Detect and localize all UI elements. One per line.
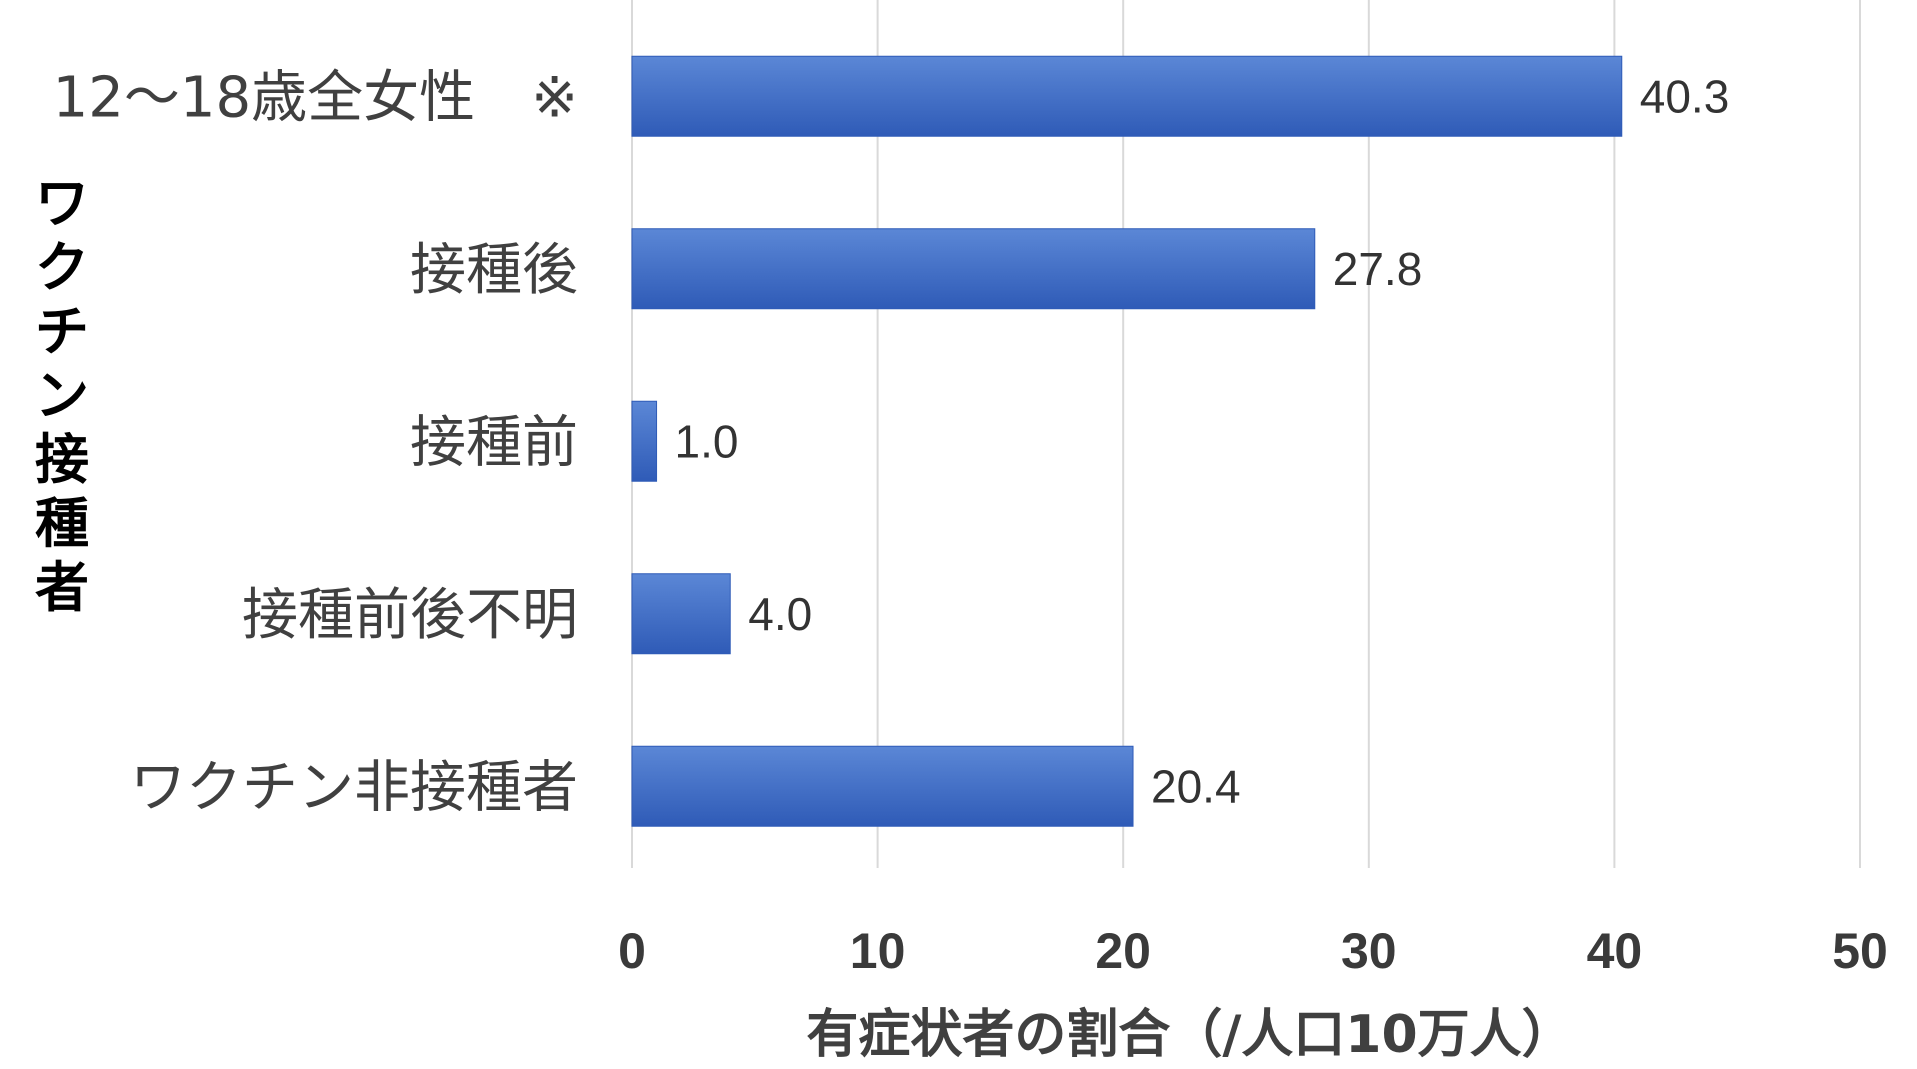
gridlines [631, 0, 1861, 868]
value-label-4: 20.4 [1151, 760, 1241, 812]
x-tick-label-3: 30 [1341, 923, 1397, 979]
category-label-3: 接種前後不明 [242, 583, 578, 648]
bar-3 [631, 573, 731, 655]
x-tick-label-2: 20 [1095, 923, 1151, 979]
value-label-1: 27.8 [1333, 243, 1423, 295]
category-label-0: 12～18歳全女性 ※ [53, 65, 578, 130]
value-label-0: 40.3 [1640, 70, 1730, 122]
category-label-1: 接種後 [410, 238, 578, 303]
x-axis-title: 有症状者の割合（/人口10万人） [806, 1005, 1573, 1065]
x-tick-label-4: 40 [1587, 923, 1643, 979]
bar-4 [631, 745, 1134, 827]
value-label-3: 4.0 [748, 588, 812, 640]
bar-2 [631, 400, 658, 482]
x-axis-tick-labels: 0 10 20 30 40 50 [618, 923, 1888, 979]
bars [631, 55, 1623, 827]
category-label-2: 接種前 [410, 410, 578, 475]
bar-1 [631, 228, 1316, 310]
bar-0 [631, 55, 1623, 137]
x-tick-label-5: 50 [1832, 923, 1888, 979]
x-tick-label-0: 0 [618, 923, 646, 979]
value-labels: 40.3 27.8 1.0 4.0 20.4 [675, 70, 1730, 812]
value-label-2: 1.0 [675, 415, 739, 467]
group-label-vaccinated: ワクチン接種者 [35, 172, 89, 619]
group-label-text: ワクチン接種者 [35, 172, 89, 619]
category-label-4: ワクチン非接種者 [130, 755, 578, 820]
x-tick-label-1: 10 [850, 923, 906, 979]
